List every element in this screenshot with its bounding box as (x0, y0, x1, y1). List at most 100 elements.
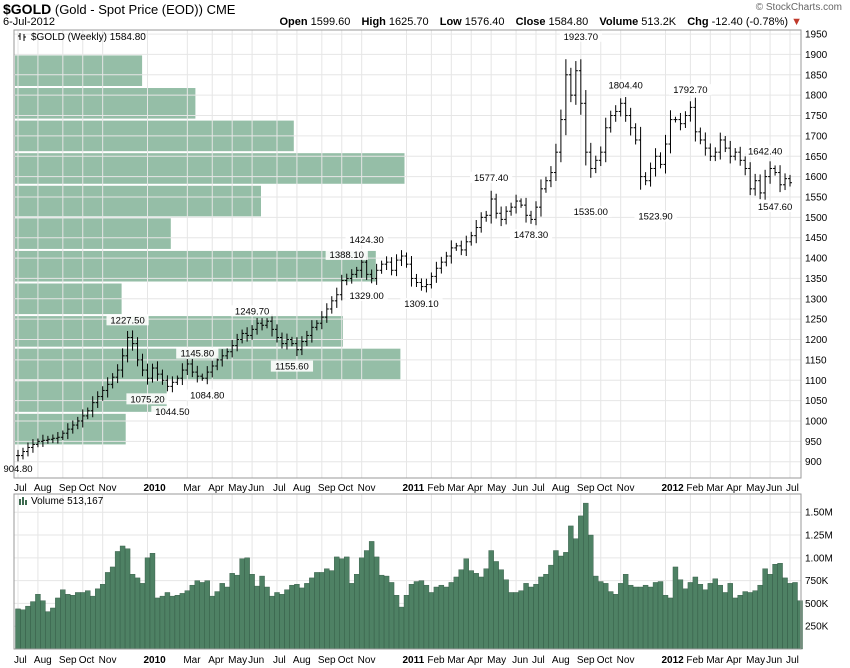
price-annotation: 1424.30 (345, 234, 388, 246)
volume-x-axis: Jul Aug Sep Oct Nov 2010 Mar Apr May Jun Jul Aug Sep… (14, 655, 799, 666)
ohlc-bar (150, 363, 155, 383)
volume-bar (398, 606, 405, 650)
volume-bar (742, 591, 748, 650)
x-tick-label: Sep (318, 483, 336, 494)
volume-bar (613, 594, 619, 650)
ohlc-bar (260, 318, 265, 331)
x-tick-label: Aug (552, 655, 570, 666)
x-tick-label: Feb (686, 483, 704, 494)
x-tick-label: Jul (532, 655, 545, 666)
volume-bar (548, 564, 554, 650)
volume-bar (109, 566, 116, 650)
volume-bar (80, 592, 86, 650)
x-tick-label: Jul (532, 483, 545, 494)
ohlc-bar (55, 432, 60, 444)
ohlc-bar (499, 206, 504, 227)
annotation-label: 1227.50 (110, 315, 144, 326)
volume-bar (119, 545, 126, 650)
volume-bar (503, 579, 509, 650)
price-y-tick: 1550 (805, 192, 828, 203)
x-tick-label: Sep (59, 655, 77, 666)
volume-bar (99, 584, 106, 650)
price-y-tick: 1500 (805, 213, 828, 224)
volume-bar (687, 582, 694, 650)
ohlc-bar (30, 439, 35, 453)
x-tick-label: Oct (597, 483, 613, 494)
volume-y-tick: 750K (805, 576, 829, 587)
x-tick-label: Mar (447, 483, 465, 494)
chg-value: -12.40 (-0.78%) (711, 16, 789, 28)
volume-bar (264, 586, 270, 650)
volume-bar (622, 574, 629, 650)
ohlc-bar (344, 273, 349, 286)
volume-bar (627, 584, 634, 650)
volume-bar (114, 551, 121, 650)
ohlc-bar (464, 235, 469, 257)
x-tick-label: Mar (183, 655, 201, 666)
ohlc-bar (65, 423, 70, 440)
volume-label: Volume (599, 16, 639, 28)
x-tick-label: Aug (34, 483, 52, 494)
chg-label: Chg (687, 16, 709, 28)
x-tick-label: Apr (726, 655, 742, 666)
volume-bar (60, 589, 66, 650)
x-tick-label: Nov (358, 483, 376, 494)
volume-bar (762, 568, 768, 650)
ohlc-bar (354, 266, 359, 278)
volume-bar (513, 592, 519, 650)
ohlc-bar (439, 256, 444, 274)
volume-bar (75, 592, 81, 650)
annotation-bg (0, 462, 37, 474)
annotation-label: 1084.80 (190, 390, 224, 401)
ohlc-bar (713, 147, 718, 162)
volume-bar (563, 552, 569, 650)
ohlc-bar (279, 332, 284, 349)
volume-bar (672, 566, 679, 650)
volume-bar (662, 595, 669, 650)
annotation-label: 1075.20 (130, 394, 164, 405)
volume-bar (15, 608, 21, 650)
ohlc-bar (35, 438, 40, 448)
x-tick-label: Nov (99, 483, 117, 494)
price-annotation: 1478.30 (509, 229, 553, 241)
ohlc-bar (145, 363, 150, 385)
annotation-bg (604, 79, 647, 91)
x-tick-label: Nov (358, 655, 376, 666)
volume-y-tick: 1.50M (805, 508, 833, 519)
volume-bar (413, 581, 420, 650)
x-tick-label: Feb (427, 655, 445, 666)
volume-bar (40, 600, 46, 650)
ohlc-bar (603, 117, 608, 163)
volume-bar (65, 594, 71, 650)
ohlc-bar (758, 174, 763, 200)
x-tick-label: Apr (467, 483, 483, 494)
volume-bar (468, 570, 474, 650)
price-y-tick: 1350 (805, 274, 828, 285)
ohlc-bar (105, 377, 110, 398)
annotation-bg (186, 389, 229, 401)
ohlc-bar (514, 194, 519, 214)
ohlc-bar (50, 434, 55, 444)
ohlc-bar (240, 329, 245, 344)
price-annotation: 1388.10 (325, 248, 368, 261)
annotation-label: 1388.10 (330, 250, 364, 261)
annotation-label: 1145.80 (180, 349, 214, 360)
annotation-label: 1329.00 (349, 291, 383, 302)
volume-bar (309, 577, 315, 650)
price-bars (16, 59, 793, 462)
volume-bar (388, 582, 395, 650)
volume-bar (363, 550, 370, 650)
volume-bar (149, 553, 156, 650)
vbp-zone (15, 316, 343, 347)
x-tick-label: Oct (338, 483, 354, 494)
volume-bars (15, 502, 803, 650)
volume-bar (139, 583, 146, 650)
ohlc-bar (678, 112, 683, 131)
volume-bar (632, 586, 639, 650)
ohlc-bar (583, 90, 588, 166)
volume-bar (448, 582, 455, 650)
volume-bar (254, 585, 260, 650)
price-annotation: 1804.40 (604, 79, 647, 91)
down-arrow-icon: ▼ (791, 16, 802, 28)
volume-bar (249, 574, 255, 650)
